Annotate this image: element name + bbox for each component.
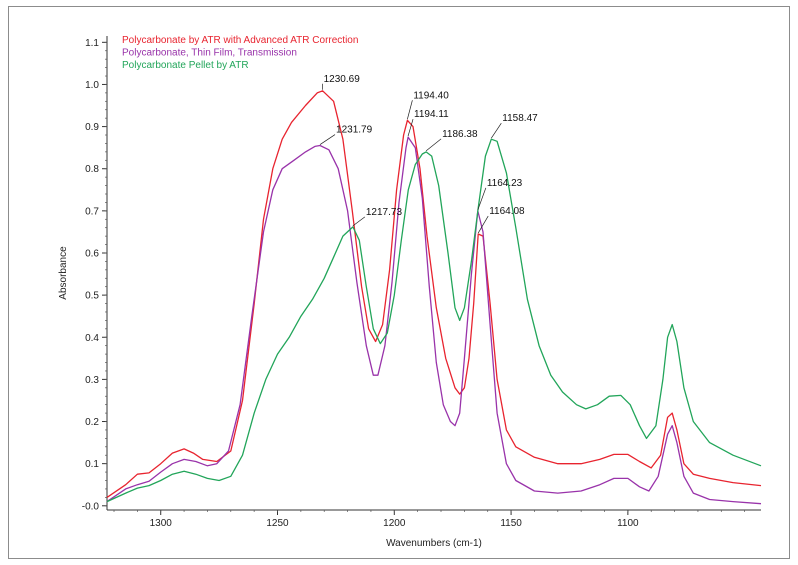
x-tick-label: 1300	[150, 518, 173, 529]
peak-label: 1164.23	[487, 178, 523, 189]
y-tick-label: 0.2	[85, 417, 99, 428]
peak-leader-line	[407, 119, 414, 137]
legend-entry-2: Polycarbonate Pellet by ATR	[122, 60, 249, 71]
y-tick-label: 0.5	[85, 291, 99, 302]
peak-leader-line	[477, 187, 487, 210]
series-line-2	[106, 138, 762, 503]
y-tick-label: 0.3	[85, 375, 99, 386]
peak-leader-line	[491, 123, 502, 139]
x-axis-title: Wavenumbers (cm-1)	[386, 538, 482, 549]
y-tick-label: 0.6	[85, 248, 99, 259]
series-group	[106, 90, 762, 505]
x-tick-label: 1200	[383, 518, 406, 529]
series-line-1	[106, 136, 762, 505]
series-line-0	[106, 90, 762, 498]
peak-annotations: 1230.69 1194.40 1194.11 1231.79 1186.38 1158.…	[319, 74, 538, 234]
y-tick-label: 0.9	[85, 122, 99, 133]
legend-entry-1: Polycarbonate, Thin Film, Transmission	[122, 48, 297, 59]
peak-label: 1230.69	[324, 74, 361, 85]
peak-leader-line	[425, 138, 442, 152]
peak-leader-line	[319, 134, 336, 145]
x-tick-label: 1150	[500, 518, 522, 529]
y-tick-label: 0.7	[85, 206, 99, 217]
y-tick-label: 0.4	[85, 333, 99, 344]
x-tick-label: 1250	[266, 518, 289, 529]
peak-label: 1231.79	[336, 125, 373, 136]
peak-label: 1186.38	[442, 129, 478, 140]
y-tick-label: 1.1	[85, 38, 99, 49]
y-axis-title: Absorbance	[58, 246, 69, 300]
y-tick-label: -0.0	[82, 501, 100, 512]
legend: Polycarbonate by ATR with Advanced ATR C…	[122, 35, 358, 71]
peak-label: 1194.11	[414, 109, 449, 120]
peak-label: 1217.73	[366, 207, 403, 218]
peak-leader-line	[407, 100, 413, 120]
peak-label: 1158.47	[502, 113, 538, 124]
y-tick-label: 0.8	[85, 164, 99, 175]
peak-leader-line	[352, 216, 366, 227]
y-tick-label: 0.1	[85, 459, 99, 470]
legend-entry-0: Polycarbonate by ATR with Advanced ATR C…	[122, 35, 358, 46]
peak-label: 1194.40	[413, 90, 449, 101]
peak-label: 1164.08	[489, 206, 525, 217]
peak-leader-line	[477, 215, 489, 234]
x-tick-label: 1100	[617, 518, 639, 529]
y-tick-label: 1.0	[85, 80, 99, 91]
axes-group: -0.0 0.1 0.2 0.3 0.4 0.5 0.6 0.7 0.8 0.9 1.0 1.1 130…	[82, 36, 761, 529]
